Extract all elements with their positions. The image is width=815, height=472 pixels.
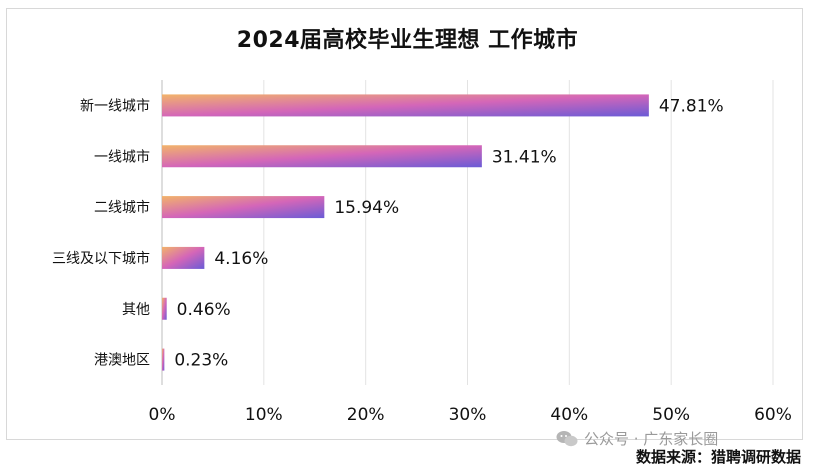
watermark-text: 公众号 · 广东家长圈 [584,430,719,448]
data-label: 47.81% [659,96,724,116]
data-label: 15.94% [334,198,399,218]
data-label: 4.16% [214,249,268,269]
wechat-icon [556,430,578,446]
category-label: 三线及以下城市 [52,250,150,267]
x-tick-label: 10% [245,405,283,425]
bar [162,145,482,168]
x-tick-label: 40% [550,405,588,425]
data-label: 0.46% [177,300,231,320]
bar [162,348,165,371]
category-label: 二线城市 [94,199,150,216]
category-label: 其他 [122,302,150,318]
data-label: 31.41% [492,147,557,167]
chart-title: 2024届高校毕业生理想 工作城市 [236,28,579,53]
category-label: 新一线城市 [80,97,150,114]
x-tick-label: 30% [449,405,487,425]
x-tick-label: 60% [754,405,792,425]
bar [162,94,649,117]
x-tick-label: 0% [149,405,176,425]
data-label: 0.23% [174,351,228,371]
chart-frame [6,8,803,440]
watermark: 公众号 · 广东家长圈 [556,428,718,449]
source-note: 数据来源：猎聘调研数据 [635,448,801,466]
x-tick-label: 50% [652,405,690,425]
bar [162,246,205,269]
category-label: 港澳地区 [94,353,150,369]
bar [162,297,167,320]
x-tick-label: 20% [347,405,385,425]
category-label: 一线城市 [94,148,150,165]
bar [162,196,325,219]
